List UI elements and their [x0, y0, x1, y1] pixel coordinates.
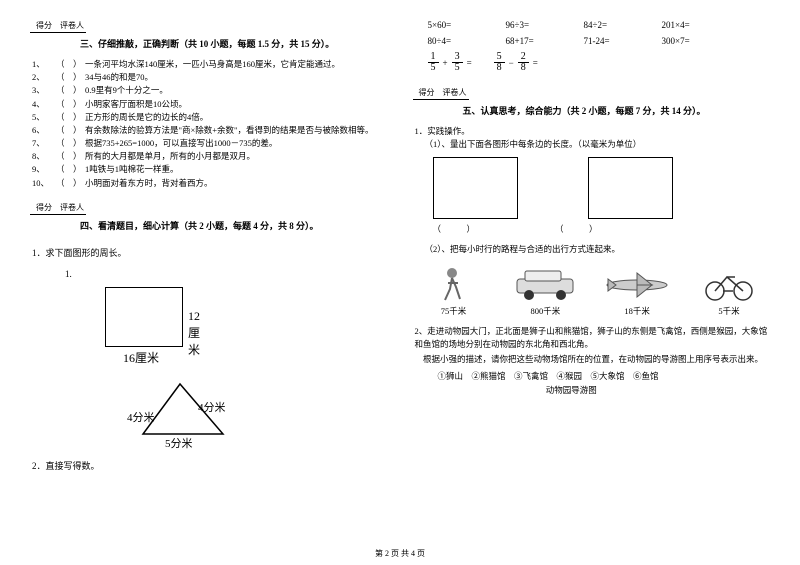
rect-bottom-label: 16厘米: [123, 349, 159, 366]
icon-label-3: 18千米: [624, 305, 650, 317]
q-paren: （ ）: [56, 58, 81, 71]
section3-questions: 1、（ ）一条河平均水深140厘米，一匹小马身高是160厘米，它肯定能通过。 2…: [32, 58, 388, 190]
plane-icon: [602, 265, 672, 303]
icon-label-4: 5千米: [718, 305, 739, 317]
math-row-1: 5×60= 96÷3= 84÷2= 201×4=: [428, 20, 771, 30]
math-row-2: 80÷4= 68+17= 71-24= 300×7=: [428, 36, 771, 46]
score-header-4: 得分 评卷人: [30, 202, 388, 215]
car-icon: [513, 265, 577, 303]
fraction-row: 15 + 35 = 58 − 28 =: [428, 52, 771, 73]
paren-blank-2: （ ）: [555, 223, 598, 235]
tri-bottom-label: 5分米: [165, 435, 193, 451]
zoo-items: ①狮山 ②熊猫馆 ③飞禽馆 ④猴园 ⑤大象馆 ⑥鱼馆: [438, 370, 771, 382]
measure-boxes: [433, 157, 771, 219]
fig1-label: 1.: [65, 269, 388, 279]
score-header-left: 得分 评卷人: [30, 20, 388, 33]
grader-label: 评卷人: [58, 20, 86, 31]
tri-right-label: 4分米: [198, 399, 226, 415]
section5-q1-1: （1）、量出下面各图形中每条边的长度。（以毫米为单位）: [425, 138, 771, 151]
icon-label-2: 800千米: [530, 305, 560, 317]
section5-q1: 1．实践操作。: [415, 125, 771, 138]
measure-box-1: [433, 157, 518, 219]
page-footer: 第 2 页 共 4 页: [0, 548, 800, 559]
section4-title: 四、看清题目，细心计算（共 2 小题，每题 4 分，共 8 分）。: [80, 219, 388, 232]
score-header-5: 得分 评卷人: [413, 87, 771, 100]
rectangle-figure: 12厘米 16厘米: [105, 287, 183, 347]
icon-label-1: 75千米: [441, 305, 467, 317]
section4-q1: 1．求下面图形的周长。: [32, 246, 386, 259]
q-num: 1、: [32, 58, 52, 71]
q-text: 一条河平均水深140厘米，一匹小马身高是160厘米，它肯定能通过。: [85, 58, 340, 71]
zoo-desc-2: 根据小强的描述，请你把这些动物场馆所在的位置，在动物园的导游图上用序号表示出来。: [415, 353, 771, 366]
section5-title: 五、认真思考，综合能力（共 2 小题，每题 7 分，共 14 分）。: [463, 104, 771, 117]
walk-icon: [430, 265, 478, 303]
score-label: 得分: [30, 20, 58, 31]
section4-q2: 2．直接写得数。: [32, 459, 386, 472]
triangle-figure: 4分米 4分米 5分米: [125, 379, 245, 449]
transport-icons: [418, 265, 766, 303]
paren-blank-1: （ ）: [433, 223, 476, 235]
rect-right-label: 12厘米: [188, 309, 200, 358]
zoo-map-title: 动物园导游图: [373, 384, 771, 396]
section3-title: 三、仔细推敲，正确判断（共 10 小题，每题 1.5 分，共 15 分）。: [80, 37, 388, 50]
tri-left-label: 4分米: [127, 409, 155, 425]
section5-q1-2: （2）、把每小时行的路程与合适的出行方式连起来。: [425, 243, 771, 256]
measure-box-2: [588, 157, 673, 219]
bike-icon: [701, 265, 757, 303]
zoo-desc-1: 2、走进动物园大门，正北面是狮子山和熊猫馆，狮子山的东侧是飞禽馆，西侧是猴园，大…: [415, 325, 771, 351]
